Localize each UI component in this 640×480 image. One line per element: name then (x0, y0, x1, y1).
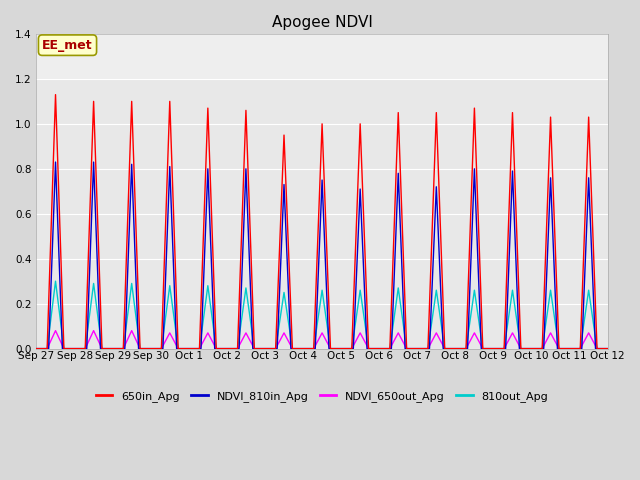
Text: EE_met: EE_met (42, 39, 93, 52)
Bar (36, 34, 608, 79)
Legend: 650in_Apg, NDVI_810in_Apg, NDVI_650out_Apg, 810out_Apg: 650in_Apg, NDVI_810in_Apg, NDVI_650out_A… (92, 386, 553, 406)
Title: Apogee NDVI: Apogee NDVI (271, 15, 372, 30)
